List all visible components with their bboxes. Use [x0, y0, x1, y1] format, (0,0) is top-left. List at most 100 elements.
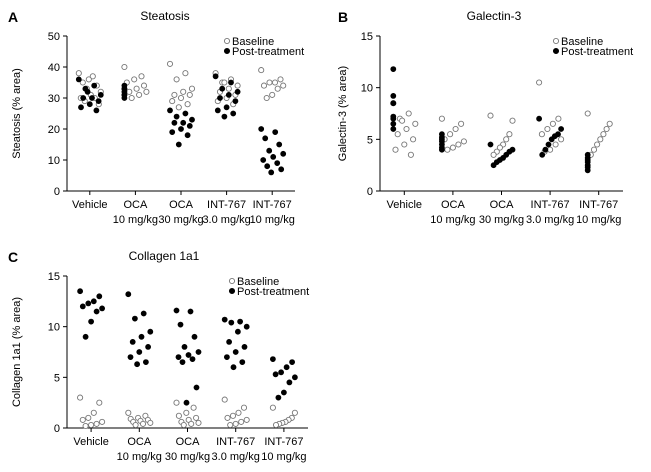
post-treatment-point: [268, 169, 275, 176]
post-treatment-point: [390, 66, 397, 72]
baseline-point: [85, 414, 92, 421]
post-treatment-point: [270, 153, 277, 160]
post-treatment-point: [542, 146, 549, 153]
post-treatment-point: [180, 119, 187, 126]
post-treatment-point: [230, 364, 237, 371]
legend-label: Baseline: [232, 36, 274, 48]
post-treatment-point: [230, 110, 237, 117]
post-treatment-point: [186, 123, 193, 129]
post-treatment-point: [167, 107, 173, 114]
baseline-point: [195, 419, 202, 426]
x-tick-label: INT-767: [531, 199, 570, 211]
baseline-point: [133, 85, 140, 92]
y-tick-label: 50: [48, 31, 60, 43]
post-treatment-point: [221, 316, 228, 323]
baseline-point: [238, 418, 245, 425]
post-treatment-point: [121, 85, 128, 92]
legend-label: Post-treatment: [232, 46, 304, 58]
baseline-point: [269, 404, 276, 411]
chart-title: Collagen 1a1: [129, 249, 200, 263]
baseline-point: [221, 396, 228, 403]
baseline-point: [555, 115, 562, 122]
post-treatment-point: [228, 319, 235, 326]
legend-marker: [223, 47, 231, 55]
baseline-point: [126, 88, 133, 95]
baseline-point: [496, 144, 503, 151]
baseline-point: [140, 82, 148, 89]
y-tick-label: 40: [48, 62, 60, 74]
post-treatment-point: [275, 394, 282, 401]
y-tick-label: 15: [48, 271, 60, 283]
baseline-point: [271, 79, 279, 86]
post-treatment-point: [278, 369, 284, 376]
post-treatment-point: [219, 85, 226, 92]
post-treatment-point: [183, 399, 190, 406]
post-treatment-point: [99, 305, 105, 312]
baseline-point: [96, 399, 103, 406]
baseline-point: [88, 421, 95, 429]
x-tick-label: 30 mg/kg: [165, 451, 210, 463]
baseline-point: [291, 409, 298, 416]
baseline-point: [538, 131, 545, 138]
x-tick-label: OCA: [490, 199, 515, 211]
post-treatment-point: [193, 384, 200, 391]
baseline-point: [224, 414, 231, 421]
post-treatment-point: [80, 95, 87, 101]
post-treatment-point: [390, 93, 397, 99]
baseline-point: [412, 120, 419, 127]
x-tick-label: 10 mg/kg: [261, 451, 306, 463]
post-treatment-point: [390, 100, 397, 107]
baseline-point: [584, 110, 591, 117]
post-treatment-point: [173, 113, 180, 120]
post-treatment-point: [136, 349, 143, 355]
x-tick-label: Vehicle: [387, 199, 422, 211]
post-treatment-point: [134, 361, 140, 368]
x-tick-label: 30 mg/kg: [158, 214, 203, 226]
post-treatment-point: [272, 371, 279, 378]
baseline-point: [85, 76, 92, 83]
post-treatment-point: [97, 92, 104, 98]
post-treatment-point: [147, 328, 154, 335]
post-treatment-point: [181, 343, 188, 350]
x-tick-label: INT-767: [264, 436, 303, 448]
baseline-point: [460, 138, 467, 145]
post-treatment-point: [177, 321, 184, 328]
post-treatment-point: [280, 389, 287, 396]
post-treatment-point: [171, 119, 178, 126]
x-tick-label: OCA: [123, 199, 148, 211]
baseline-point: [175, 104, 182, 111]
baseline-point: [455, 141, 462, 148]
baseline-point: [132, 421, 139, 429]
baseline-point: [552, 141, 559, 148]
post-treatment-point: [182, 110, 189, 117]
x-tick-label: 10 mg/kg: [250, 214, 295, 226]
y-tick-label: 20: [48, 124, 60, 136]
post-treatment-point: [187, 308, 194, 315]
baseline-point: [93, 420, 100, 427]
post-treatment-point: [536, 115, 542, 122]
baseline-point: [177, 94, 185, 102]
post-treatment-point: [127, 354, 134, 360]
y-tick-label: 0: [54, 423, 60, 435]
x-tick-label: 10 mg/kg: [117, 451, 162, 463]
baseline-point: [227, 421, 234, 429]
baseline-point: [258, 67, 265, 74]
legend-label: Baseline: [561, 36, 603, 48]
legend-label: Post-treatment: [237, 286, 309, 298]
baseline-point: [536, 79, 543, 86]
post-treatment-point: [91, 82, 98, 89]
post-treatment-point: [82, 333, 89, 340]
post-treatment-point: [438, 146, 445, 153]
post-treatment-point: [90, 298, 97, 305]
post-treatment-point: [93, 107, 100, 114]
baseline-point: [232, 420, 239, 427]
baseline-point: [173, 399, 180, 406]
post-treatment-point: [280, 150, 287, 157]
baseline-point: [180, 421, 187, 429]
chart-title: Galectin-3: [467, 9, 522, 23]
baseline-point: [173, 76, 180, 83]
legend-marker: [223, 37, 231, 45]
y-tick-label: 10: [48, 322, 60, 334]
y-tick-label: 0: [54, 186, 60, 198]
baseline-point: [180, 88, 187, 95]
